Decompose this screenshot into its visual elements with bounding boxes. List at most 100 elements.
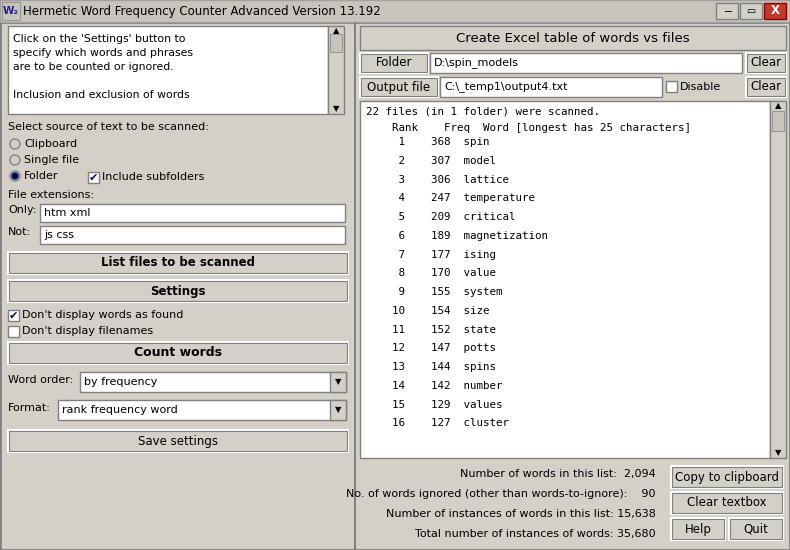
Text: List files to be scanned: List files to be scanned <box>101 256 255 270</box>
Text: 5    209  critical: 5 209 critical <box>366 212 516 222</box>
Text: ✔: ✔ <box>9 311 18 321</box>
Text: 16    127  cluster: 16 127 cluster <box>366 419 509 428</box>
Text: Quit: Quit <box>743 522 769 536</box>
Bar <box>730 519 782 539</box>
Text: C:\_temp1\output4.txt: C:\_temp1\output4.txt <box>444 81 567 92</box>
Text: Disable: Disable <box>680 82 721 92</box>
Text: Select source of text to be scanned:: Select source of text to be scanned: <box>8 122 209 132</box>
Text: Number of instances of words in this list: 15,638: Number of instances of words in this lis… <box>386 509 656 519</box>
Bar <box>666 81 677 92</box>
Bar <box>360 77 438 97</box>
Text: Format:: Format: <box>8 403 51 413</box>
Text: X: X <box>770 4 780 18</box>
Text: 1    368  spin: 1 368 spin <box>366 137 490 147</box>
Text: Folder: Folder <box>376 57 412 69</box>
Bar <box>330 34 342 52</box>
Bar <box>764 3 786 19</box>
Text: Folder: Folder <box>24 171 58 181</box>
Text: ▲: ▲ <box>333 26 339 36</box>
Bar <box>747 54 785 72</box>
Bar <box>716 3 738 19</box>
Text: Don't display words as found: Don't display words as found <box>22 311 183 321</box>
Text: Include subfolders: Include subfolders <box>102 173 205 183</box>
Text: File extensions:: File extensions: <box>8 190 94 200</box>
Text: Total number of instances of words: 35,680: Total number of instances of words: 35,6… <box>416 529 656 539</box>
Bar <box>361 78 437 96</box>
Text: W₂: W₂ <box>3 6 19 16</box>
Text: 15    129  values: 15 129 values <box>366 400 502 410</box>
Text: Only:: Only: <box>8 205 36 215</box>
Bar <box>9 281 347 301</box>
Text: Hermetic Word Frequency Counter Advanced Version 13.192: Hermetic Word Frequency Counter Advanced… <box>23 4 381 18</box>
Text: 12    147  potts: 12 147 potts <box>366 343 496 354</box>
Bar <box>330 372 346 392</box>
Bar <box>40 226 345 244</box>
Text: 10    154  size: 10 154 size <box>366 306 490 316</box>
Bar <box>8 430 348 452</box>
Bar <box>8 280 348 302</box>
Circle shape <box>12 173 18 179</box>
Text: Inclusion and exclusion of words: Inclusion and exclusion of words <box>13 90 190 100</box>
Bar <box>0 0 790 22</box>
Bar <box>8 310 19 321</box>
Text: Not:: Not: <box>8 227 31 237</box>
Text: ▼: ▼ <box>335 377 341 387</box>
Text: ─: ─ <box>724 6 731 16</box>
Bar <box>58 400 346 420</box>
Bar <box>9 431 347 451</box>
Text: Click on the 'Settings' button to: Click on the 'Settings' button to <box>13 34 186 44</box>
Bar <box>80 372 346 392</box>
Text: htm xml: htm xml <box>44 208 91 218</box>
Bar <box>8 326 19 337</box>
Text: js css: js css <box>44 230 74 240</box>
Text: Rank    Freq  Word [longest has 25 characters]: Rank Freq Word [longest has 25 character… <box>366 123 691 133</box>
Bar <box>430 53 742 73</box>
Text: 7    177  ising: 7 177 ising <box>366 250 496 260</box>
Bar <box>671 518 725 540</box>
Text: Copy to clipboard: Copy to clipboard <box>675 470 779 483</box>
Text: Clear textbox: Clear textbox <box>687 497 767 509</box>
Bar <box>9 253 347 273</box>
Bar <box>671 466 783 488</box>
Text: are to be counted or ignored.: are to be counted or ignored. <box>13 62 174 72</box>
Bar <box>40 204 345 222</box>
Bar <box>360 53 428 73</box>
Text: Word order:: Word order: <box>8 375 73 385</box>
Text: ✔: ✔ <box>88 173 98 183</box>
Bar <box>9 343 347 363</box>
Text: by frequency: by frequency <box>84 377 157 387</box>
Text: ▼: ▼ <box>335 405 341 415</box>
Bar <box>770 101 786 458</box>
Bar <box>8 252 348 274</box>
Text: Single file: Single file <box>24 155 79 165</box>
Bar <box>671 492 783 514</box>
Text: No. of words ignored (other than words-to-ignore):    90: No. of words ignored (other than words-t… <box>347 489 656 499</box>
Bar <box>740 3 762 19</box>
Text: Don't display filenames: Don't display filenames <box>22 327 153 337</box>
Text: 2    307  model: 2 307 model <box>366 156 496 166</box>
Text: ▭: ▭ <box>747 6 755 16</box>
Bar <box>729 518 783 540</box>
Text: Help: Help <box>685 522 712 536</box>
Bar <box>672 467 782 487</box>
Bar <box>440 77 662 97</box>
Bar <box>354 22 356 550</box>
Bar <box>746 77 786 97</box>
Bar <box>360 101 770 458</box>
Text: 4    247  temperature: 4 247 temperature <box>366 193 535 204</box>
Bar <box>8 342 348 364</box>
Text: ▲: ▲ <box>775 102 781 111</box>
Text: 6    189  magnetization: 6 189 magnetization <box>366 231 548 241</box>
Text: Output file: Output file <box>367 80 431 94</box>
Text: Create Excel table of words vs files: Create Excel table of words vs files <box>456 31 690 45</box>
Text: 9    155  system: 9 155 system <box>366 287 502 297</box>
Bar <box>772 111 784 131</box>
Bar <box>330 400 346 420</box>
Text: Clear: Clear <box>750 57 781 69</box>
Bar <box>747 78 785 96</box>
Text: 22 files (in 1 folder) were scanned.: 22 files (in 1 folder) were scanned. <box>366 107 600 117</box>
Text: rank frequency word: rank frequency word <box>62 405 178 415</box>
Bar <box>88 172 99 183</box>
Bar <box>2 2 20 20</box>
Text: 3    306  lattice: 3 306 lattice <box>366 174 509 185</box>
